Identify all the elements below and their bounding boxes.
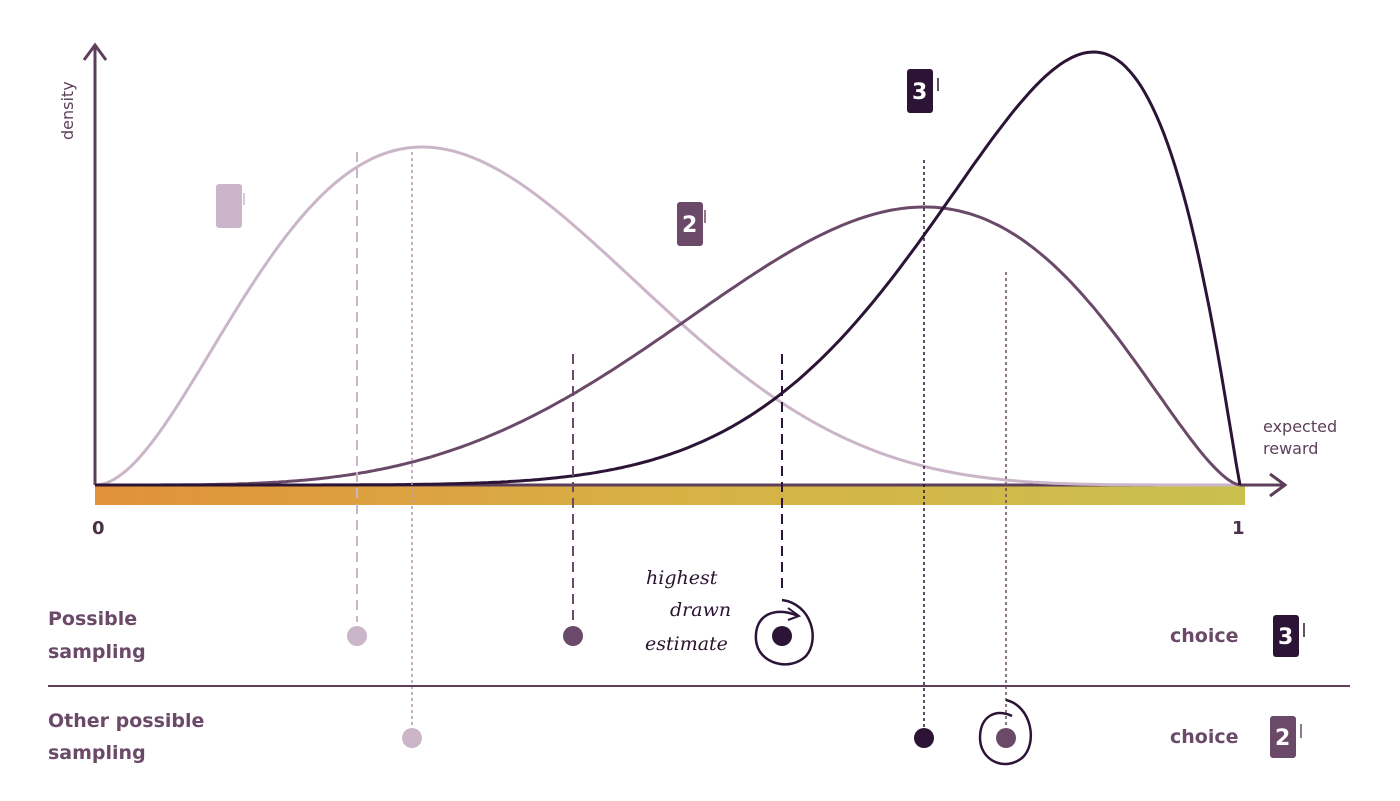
row1-highlight-swirl: [754, 598, 814, 666]
row2-highlight-swirl: [978, 698, 1033, 766]
arm-3-badge: 3: [907, 69, 939, 113]
row2-choice-badge: 2: [1270, 716, 1302, 758]
row1-label-line1: Possible: [48, 608, 137, 630]
x-axis-label-line1: expected: [1263, 417, 1337, 436]
x-tick-1: 1: [1232, 518, 1245, 539]
row1-sample-arm1: [347, 626, 367, 646]
row2-sample-arm1: [402, 728, 422, 748]
x-tick-0: 0: [92, 518, 105, 539]
row1-sample-arm3: [772, 626, 792, 646]
arm-3-badge-label: 3: [912, 80, 927, 105]
arm-3-density-curve: [95, 50, 1242, 487]
annotation-line1: highest: [646, 567, 718, 589]
row2-label-line2: sampling: [48, 742, 146, 764]
row1-label-line2: sampling: [48, 641, 146, 663]
annotation-line2: drawn: [670, 599, 731, 621]
row1-swirl-arrowhead: [787, 607, 802, 621]
row2-choice-badge-label: 2: [1275, 726, 1290, 751]
arm-2-badge-label: 2: [682, 213, 697, 238]
row1-sample-arm2: [563, 626, 583, 646]
y-axis-label: density: [58, 81, 77, 140]
row1-choice-badge: 3: [1273, 615, 1305, 657]
y-axis-arrow: [82, 42, 108, 61]
row2-sample-arm3: [914, 728, 934, 748]
x-axis-label-line2: reward: [1263, 439, 1318, 458]
arm-2-density-curve: [95, 205, 1241, 487]
arm-2-badge: 2: [677, 202, 706, 246]
row2-sample-arm2: [996, 728, 1016, 748]
arm-1-density-curve: [94, 145, 1240, 487]
arm-1-badge: [216, 184, 245, 228]
row1-choice-badge-label: 3: [1278, 625, 1293, 650]
row1-choice-label: choice: [1170, 625, 1239, 647]
reward-gradient-bar: [95, 485, 1245, 505]
row2-label-line1: Other possible: [48, 710, 204, 732]
row2-choice-label: choice: [1170, 726, 1239, 748]
x-axis-arrow: [1269, 472, 1288, 498]
annotation-line3: estimate: [645, 633, 728, 655]
